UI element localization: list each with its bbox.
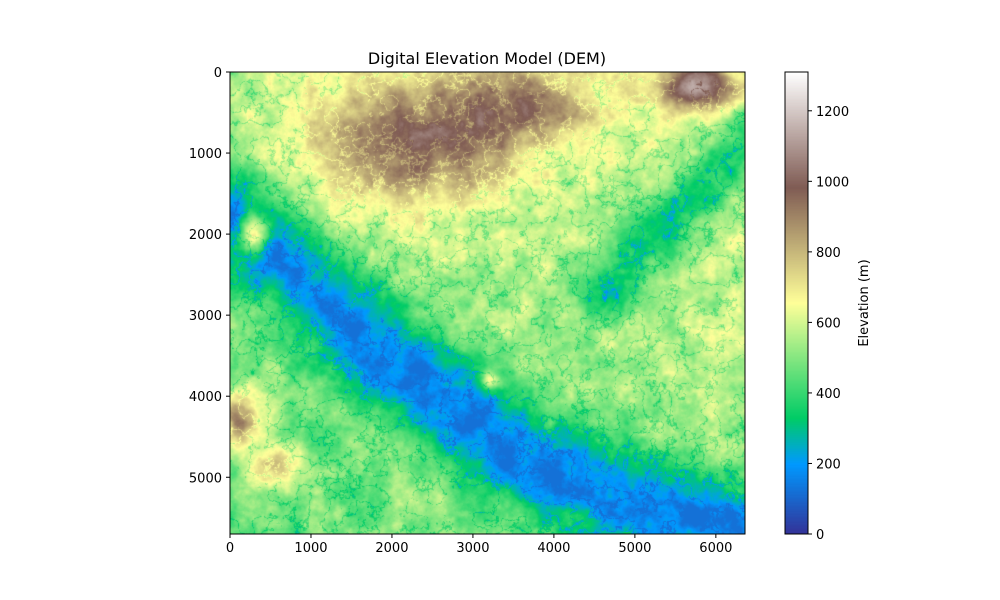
colorbar-tick-label: 200 (816, 457, 841, 472)
plot-frame (229, 71, 746, 535)
x-tick-label: 5000 (618, 541, 651, 556)
x-tick-label: 1000 (294, 541, 327, 556)
x-tick-label: 2000 (375, 541, 408, 556)
y-axis: 0 1000 2000 3000 4000 5000 (189, 66, 230, 486)
y-tick-label: 2000 (189, 228, 222, 243)
x-tick-label: 3000 (456, 541, 489, 556)
y-tick-label: 5000 (189, 471, 222, 486)
colorbar-tick-label: 1200 (816, 105, 849, 120)
y-tick-label: 4000 (189, 390, 222, 405)
colorbar-frame (784, 71, 809, 535)
colorbar-ticks: 0 200 400 600 800 1000 1200 (808, 105, 849, 543)
colorbar-gradient (785, 72, 808, 534)
colorbar-tick-label: 0 (816, 528, 824, 543)
colorbar-tick-label: 1000 (816, 175, 849, 190)
chart-title: Digital Elevation Model (DEM) (368, 49, 606, 68)
colorbar: 0 200 400 600 800 1000 1200 Elevation (m) (784, 71, 872, 543)
x-tick-label: 0 (226, 541, 234, 556)
x-axis: 0 1000 2000 3000 4000 5000 6000 (226, 534, 732, 556)
x-tick-label: 6000 (699, 541, 732, 556)
x-tick-label: 4000 (537, 541, 570, 556)
colorbar-tick-label: 600 (816, 316, 841, 331)
elevation-heatmap (230, 72, 745, 534)
y-tick-label: 0 (214, 66, 222, 81)
colorbar-label: Elevation (m) (857, 259, 872, 346)
colorbar-tick-label: 800 (816, 246, 841, 261)
dem-plot-area (229, 71, 746, 535)
y-tick-label: 1000 (189, 147, 222, 162)
colorbar-tick-label: 400 (816, 387, 841, 402)
y-tick-label: 3000 (189, 309, 222, 324)
